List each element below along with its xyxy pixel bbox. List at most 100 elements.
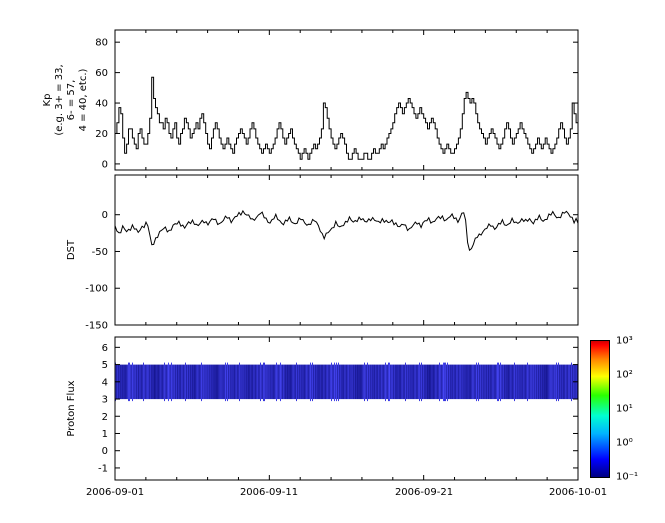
proton-flux-band-column	[416, 364, 417, 400]
proton-flux-band-column	[451, 364, 452, 400]
proton-flux-band-column	[500, 362, 501, 402]
kp-series-line	[115, 76, 578, 160]
proton-flux-band-column	[377, 364, 378, 400]
proton-flux-band-column	[557, 364, 558, 400]
proton-flux-band-column	[226, 364, 227, 400]
proton-flux-band-column	[512, 364, 513, 400]
colorbar	[590, 340, 610, 478]
proton-flux-band-column	[502, 364, 503, 400]
proton-flux-band-column	[232, 364, 233, 400]
proton-flux-band-column	[242, 364, 243, 400]
proton-flux-band-column	[476, 362, 477, 402]
proton-flux-band-column	[176, 364, 177, 400]
proton-flux-band-column	[526, 364, 527, 400]
proton-flux-band-column	[313, 364, 314, 400]
y-tick-label: 20	[95, 129, 108, 140]
proton-flux-band-column	[218, 364, 219, 400]
proton-flux-band-column	[133, 364, 134, 400]
proton-flux-band-column	[328, 364, 329, 400]
proton-flux-band-column	[275, 364, 276, 400]
proton-flux-band-column	[505, 364, 506, 400]
proton-flux-band-column	[205, 364, 206, 400]
proton-flux-band-column	[210, 364, 211, 400]
proton-flux-band-column	[160, 364, 161, 400]
proton-flux-band-column	[390, 364, 391, 400]
proton-flux-band-column	[283, 364, 284, 400]
proton-flux-band-column	[337, 364, 338, 400]
proton-flux-band-column	[448, 364, 449, 400]
panel-frame	[114, 336, 579, 481]
proton-flux-band-column	[491, 364, 492, 400]
proton-flux-band-column	[270, 364, 271, 400]
proton-flux-band-column	[333, 364, 334, 400]
proton-flux-band-column	[130, 364, 131, 400]
proton-flux-band-column	[309, 364, 310, 400]
proton-flux-band-column	[504, 364, 505, 400]
proton-flux-band-column	[125, 364, 126, 400]
proton-flux-band-column	[224, 364, 225, 400]
proton-flux-band-column	[426, 364, 427, 400]
proton-flux-band-column	[145, 364, 146, 400]
proton-flux-band-column	[529, 364, 530, 400]
proton-flux-band-column	[182, 364, 183, 400]
proton-flux-band-column	[368, 364, 369, 400]
proton-flux-band-column	[179, 364, 180, 400]
proton-flux-band-column	[202, 364, 203, 400]
panel-frame	[114, 29, 579, 171]
proton-flux-band-column	[149, 364, 150, 400]
proton-flux-band-column	[131, 364, 132, 400]
proton-flux-band-column	[493, 364, 494, 400]
proton-flux-band-column	[540, 364, 541, 400]
proton-flux-band-column	[152, 364, 153, 400]
proton-flux-band-column	[252, 364, 253, 400]
proton-flux-band-column	[138, 364, 139, 400]
proton-flux-band-column	[141, 364, 142, 400]
proton-flux-band-column	[541, 364, 542, 400]
proton-flux-band-column	[282, 364, 283, 400]
proton-flux-band-column	[520, 364, 521, 400]
proton-flux-band-column	[236, 364, 237, 400]
proton-flux-band-column	[522, 364, 523, 400]
y-tick-label: -50	[92, 247, 108, 258]
proton-flux-band-column	[303, 364, 304, 400]
proton-flux-band-column	[382, 364, 383, 400]
y-tick-label: 80	[95, 38, 108, 49]
proton-flux-band-column	[511, 364, 512, 400]
proton-flux-band-column	[243, 364, 244, 400]
proton-flux-band-column	[352, 364, 353, 400]
proton-flux-band-column	[376, 364, 377, 400]
proton-flux-band-column	[216, 364, 217, 400]
proton-flux-band-column	[379, 364, 380, 400]
proton-flux-band-column	[518, 364, 519, 400]
proton-flux-band-column	[323, 364, 324, 400]
proton-flux-band-column	[136, 364, 137, 400]
proton-flux-band-column	[370, 364, 371, 400]
proton-flux-band-column	[495, 364, 496, 400]
proton-flux-band-column	[137, 364, 138, 400]
proton-flux-band-column	[433, 364, 434, 400]
proton-flux-band-column	[462, 364, 463, 400]
proton-flux-band-column	[171, 362, 172, 402]
proton-flux-band-column	[566, 364, 567, 400]
proton-flux-band-column	[320, 364, 321, 400]
proton-flux-band-column	[139, 364, 140, 400]
proton-flux-band-column	[421, 362, 422, 402]
y-tick-label: 5	[102, 360, 108, 371]
colorbar-tick-label: 10⁰	[616, 437, 633, 449]
proton-flux-band-column	[198, 364, 199, 400]
proton-flux-band-column	[165, 364, 166, 400]
proton-flux-band-column	[239, 362, 240, 402]
proton-flux-band-column	[344, 364, 345, 400]
proton-flux-band-column	[478, 362, 479, 402]
proton-flux-band-column	[163, 364, 164, 400]
proton-flux-band-column	[405, 362, 406, 402]
proton-flux-band-column	[349, 364, 350, 400]
proton-flux-band-column	[266, 364, 267, 400]
proton-flux-band-column	[534, 364, 535, 400]
proton-flux-band-column	[516, 364, 517, 400]
proton-flux-band-column	[262, 364, 263, 400]
proton-flux-band-column	[549, 364, 550, 400]
colorbar-tick-label: 10¹	[616, 403, 633, 415]
proton-flux-band-column	[276, 362, 277, 402]
proton-flux-band-column	[383, 364, 384, 400]
